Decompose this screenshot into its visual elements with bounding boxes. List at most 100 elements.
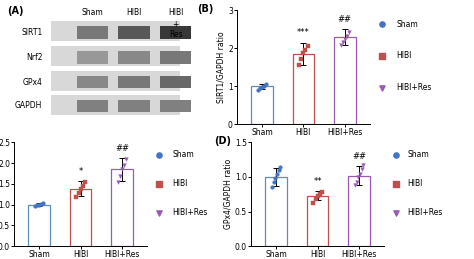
Point	[36, 203, 43, 207]
Text: Sham: Sham	[408, 150, 429, 159]
Point	[339, 39, 346, 44]
Text: SIRT1: SIRT1	[21, 28, 42, 37]
Point	[295, 63, 303, 68]
Point	[353, 180, 360, 184]
Point	[77, 187, 84, 191]
Text: (B): (B)	[197, 4, 214, 13]
Bar	[348, 176, 370, 246]
Text: HIBI: HIBI	[173, 179, 188, 188]
Text: ##: ##	[338, 15, 352, 24]
Bar	[265, 177, 287, 246]
Point	[37, 202, 45, 206]
Point	[343, 34, 351, 38]
Point	[254, 88, 262, 92]
Point	[114, 180, 122, 184]
Point	[298, 57, 305, 61]
Bar	[292, 54, 314, 124]
Text: +: +	[173, 20, 179, 29]
Point	[314, 194, 321, 198]
Point	[272, 176, 279, 181]
Point	[118, 167, 126, 171]
Point	[316, 192, 323, 196]
Point	[359, 162, 367, 167]
Text: Res: Res	[169, 30, 182, 39]
Point	[273, 171, 281, 176]
Point	[120, 163, 128, 167]
Text: GAPDH: GAPDH	[15, 101, 42, 110]
Text: GPx4: GPx4	[22, 78, 42, 87]
Point	[75, 191, 82, 195]
Point	[256, 86, 264, 90]
Text: (D): (D)	[214, 136, 231, 146]
Text: Sham: Sham	[82, 8, 103, 17]
Bar	[77, 100, 108, 112]
Bar	[334, 37, 356, 124]
Text: Sham: Sham	[173, 150, 194, 159]
Point	[356, 171, 364, 176]
Text: ##: ##	[115, 143, 129, 153]
Point	[73, 195, 80, 199]
Text: HIBI+Res: HIBI+Res	[173, 208, 208, 217]
Text: **: **	[313, 177, 322, 186]
Point	[275, 168, 283, 172]
Point	[268, 185, 276, 189]
Point	[39, 201, 47, 205]
Point	[318, 190, 326, 194]
Bar	[307, 196, 328, 246]
Bar	[160, 100, 191, 112]
Point	[341, 37, 349, 41]
Point	[300, 51, 307, 55]
Text: (A): (A)	[7, 6, 23, 16]
Bar	[77, 26, 108, 39]
Point	[79, 184, 86, 188]
Bar	[118, 26, 150, 39]
Point	[304, 44, 311, 48]
Bar	[70, 189, 91, 246]
Text: *: *	[79, 167, 82, 176]
Point	[262, 82, 270, 87]
Point	[351, 183, 359, 187]
Bar	[77, 76, 108, 89]
Point	[270, 180, 277, 184]
Bar	[118, 51, 150, 64]
Point	[260, 83, 268, 88]
Point	[276, 164, 284, 169]
Text: Sham: Sham	[396, 19, 418, 28]
Point	[358, 167, 365, 171]
Bar	[160, 26, 191, 39]
Y-axis label: GPx4/GAPDH ratio: GPx4/GAPDH ratio	[223, 159, 232, 229]
Point	[258, 85, 265, 89]
Point	[116, 174, 124, 178]
Text: HIBI: HIBI	[168, 8, 183, 17]
Point	[312, 197, 319, 201]
Bar	[160, 51, 191, 64]
Text: HIBI: HIBI	[408, 179, 423, 188]
Point	[81, 180, 89, 184]
Text: HIBI: HIBI	[396, 52, 412, 60]
Bar	[77, 51, 108, 64]
Bar	[51, 71, 180, 91]
Point	[31, 204, 39, 208]
Bar	[28, 205, 50, 246]
Point	[337, 43, 345, 47]
Text: Nrf2: Nrf2	[26, 53, 42, 62]
Point	[310, 200, 317, 205]
Bar	[111, 169, 133, 246]
Bar	[251, 86, 273, 124]
Bar	[51, 46, 180, 66]
Text: ***: ***	[297, 28, 310, 37]
Bar	[118, 76, 150, 89]
Point	[301, 48, 309, 52]
Point	[33, 203, 41, 207]
Bar	[118, 100, 150, 112]
Y-axis label: SIRT1/GAPDH ratio: SIRT1/GAPDH ratio	[216, 32, 225, 103]
Text: ##: ##	[352, 152, 366, 161]
Bar	[160, 76, 191, 89]
Text: HIBI+Res: HIBI+Res	[408, 208, 443, 217]
Point	[355, 175, 362, 179]
Text: HIBI+Res: HIBI+Res	[396, 83, 432, 92]
Bar	[51, 21, 180, 41]
Point	[345, 30, 353, 34]
Point	[122, 157, 130, 161]
Text: HIBI: HIBI	[127, 8, 142, 17]
